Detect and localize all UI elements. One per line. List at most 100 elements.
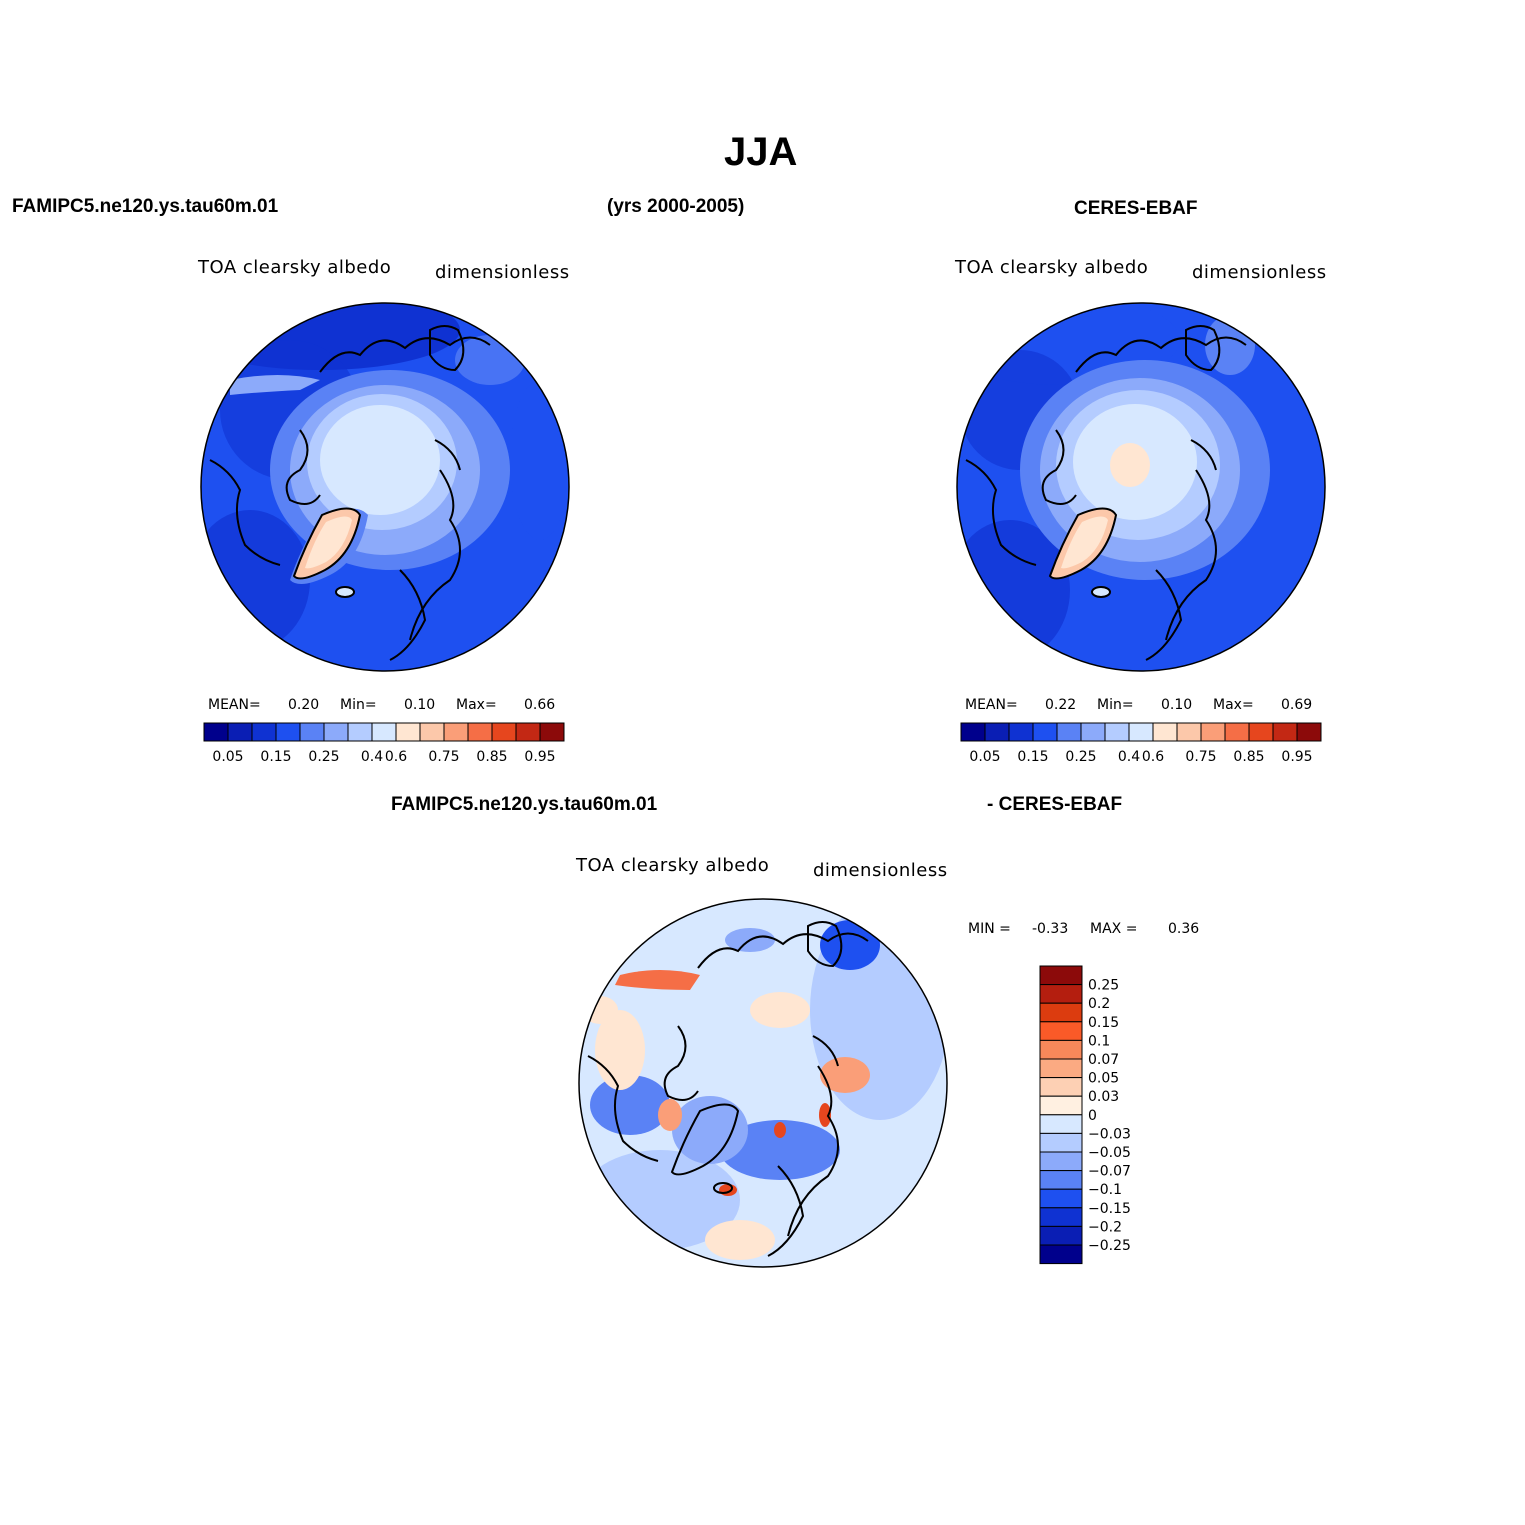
colorbar-difference-tick-label: −0.05: [1088, 1145, 1131, 1161]
colorbar-obs-swatch: [1080, 722, 1106, 742]
colorbar-difference-swatch: [1039, 984, 1083, 1004]
colorbar-obs-tick-label: 0.75: [1185, 749, 1216, 765]
colorbar-model-tick-label: 0.25: [308, 749, 339, 765]
colorbar-difference-swatch: [1039, 1058, 1083, 1079]
colorbar-difference-tick-label: 0: [1088, 1108, 1097, 1124]
panel3-min-value: -0.33: [1032, 921, 1069, 937]
panel1-variable: TOA clearsky albedo: [198, 257, 392, 278]
colorbar-model-swatch: [491, 722, 517, 742]
colorbar-model-swatch: [419, 722, 445, 742]
bottom-header-right: - CERES-EBAF: [987, 794, 1123, 815]
map-difference: [579, 899, 947, 1267]
colorbar-model-tick-label: 0.75: [428, 749, 459, 765]
colorbar-obs-swatch: [1200, 722, 1226, 742]
colorbar-difference-tick-label: −0.07: [1088, 1164, 1131, 1180]
colorbar-obs-swatch: [1248, 722, 1274, 742]
panel3-max-label: MAX =: [1090, 921, 1138, 937]
colorbar-model-swatch: [203, 722, 229, 742]
colorbar-difference-swatch: [1039, 1002, 1083, 1023]
colorbar-difference-swatch: [1039, 1225, 1083, 1246]
colorbar-difference-tick-label: 0.15: [1088, 1015, 1119, 1031]
colorbar-difference-tick-label: 0.1: [1088, 1033, 1110, 1049]
colorbar-model-swatch: [227, 722, 253, 742]
map-model-albedo: [201, 303, 569, 671]
panel2-mean-label: MEAN=: [965, 697, 1018, 713]
panel2-variable: TOA clearsky albedo: [955, 257, 1149, 278]
colorbar-obs-swatch: [984, 722, 1010, 742]
panel3-max-value: 0.36: [1168, 921, 1200, 937]
colorbar-difference-tick-label: −0.15: [1088, 1201, 1131, 1217]
panel1-units: dimensionless: [435, 262, 570, 283]
colorbar-difference-swatch: [1039, 965, 1083, 986]
map-model-border: [200, 302, 570, 672]
left-header: FAMIPC5.ne120.ys.tau60m.01: [12, 196, 279, 217]
colorbar-obs-swatch: [1296, 722, 1322, 742]
panel2-max-value: 0.69: [1281, 697, 1313, 713]
colorbar-difference-swatch: [1039, 1077, 1083, 1097]
colorbar-difference-tick-label: 0.25: [1088, 978, 1119, 994]
colorbar-difference-swatch: [1039, 1151, 1083, 1172]
panel3-min-label: MIN =: [968, 921, 1011, 937]
center-header: (yrs 2000-2005): [607, 196, 745, 217]
colorbar-difference-swatch: [1039, 1170, 1083, 1190]
figure-title: JJA: [724, 130, 798, 174]
colorbar-obs-tick-label: 0.6: [1142, 749, 1164, 765]
panel2-units: dimensionless: [1192, 262, 1327, 283]
map-obs-albedo: [957, 303, 1325, 671]
panel2-min-label: Min=: [1097, 697, 1134, 713]
colorbar-difference-swatch: [1039, 1132, 1083, 1153]
colorbar-obs-swatch: [1032, 722, 1058, 742]
map-model-coastlines: [209, 325, 491, 661]
colorbar-obs-swatch: [1128, 722, 1154, 742]
colorbar-model-tick-label: 0.15: [260, 749, 291, 765]
map-obs-border: [956, 302, 1326, 672]
map-obs-coastlines: [965, 325, 1247, 661]
colorbar-model-swatch: [275, 722, 301, 742]
colorbar-model-swatch: [299, 722, 325, 742]
panel1-mean-label: MEAN=: [208, 697, 261, 713]
colorbar-difference-swatch: [1039, 1244, 1083, 1265]
colorbar-difference-tick-label: 0.07: [1088, 1052, 1119, 1068]
colorbar-model: 0.05 0.15 0.25 0.4 0.6 0.75 0.85 0.95: [203, 722, 565, 765]
colorbar-model-tick-label: 0.85: [476, 749, 507, 765]
colorbar-difference-swatch: [1039, 1207, 1083, 1227]
colorbar-difference-swatch: [1039, 1188, 1083, 1209]
map-difference-coastlines: [587, 921, 869, 1257]
colorbar-model-swatch: [251, 722, 277, 742]
panel2-mean-value: 0.22: [1045, 697, 1077, 713]
colorbar-obs-swatch: [1152, 722, 1178, 742]
colorbar-obs: 0.05 0.15 0.25 0.4 0.6 0.75 0.85 0.95: [960, 722, 1322, 765]
colorbar-obs-tick-label: 0.85: [1233, 749, 1264, 765]
colorbar-model-swatch: [467, 722, 493, 742]
panel1-max-label: Max=: [456, 697, 497, 713]
colorbar-obs-swatch: [1104, 722, 1130, 742]
colorbar-difference-tick-label: 0.2: [1088, 996, 1110, 1012]
colorbar-obs-tick-label: 0.25: [1065, 749, 1096, 765]
colorbar-difference-tick-label: 0.05: [1088, 1071, 1119, 1087]
colorbar-difference: 0.25 0.2 0.15 0.1 0.07 0.05 0.03 0 −0.03 −0.05 −0.…: [1039, 965, 1131, 1265]
colorbar-model-swatch: [347, 722, 373, 742]
colorbar-obs-swatch: [960, 722, 986, 742]
colorbar-model-tick-label: 0.95: [524, 749, 555, 765]
colorbar-difference-tick-label: −0.2: [1088, 1219, 1122, 1235]
panel2-max-label: Max=: [1213, 697, 1254, 713]
colorbar-obs-swatch: [1056, 722, 1082, 742]
panel3-variable: TOA clearsky albedo: [576, 855, 770, 876]
panel3-units: dimensionless: [813, 860, 948, 881]
colorbar-difference-swatch: [1039, 1095, 1083, 1116]
colorbar-model-swatch: [539, 722, 565, 742]
colorbar-model-swatch: [443, 722, 469, 742]
colorbar-obs-swatch: [1176, 722, 1202, 742]
colorbar-model-tick-label: 0.6: [385, 749, 407, 765]
colorbar-model-swatch: [395, 722, 421, 742]
colorbar-difference-tick-label: −0.03: [1088, 1126, 1131, 1142]
colorbar-model-swatch: [323, 722, 349, 742]
colorbar-obs-tick-label: 0.15: [1017, 749, 1048, 765]
colorbar-difference-swatch: [1039, 1021, 1083, 1041]
panel1-min-value: 0.10: [404, 697, 436, 713]
panel1-min-label: Min=: [340, 697, 377, 713]
colorbar-obs-tick-label: 0.95: [1281, 749, 1312, 765]
colorbar-obs-swatch: [1224, 722, 1250, 742]
map-difference-border: [578, 898, 948, 1268]
